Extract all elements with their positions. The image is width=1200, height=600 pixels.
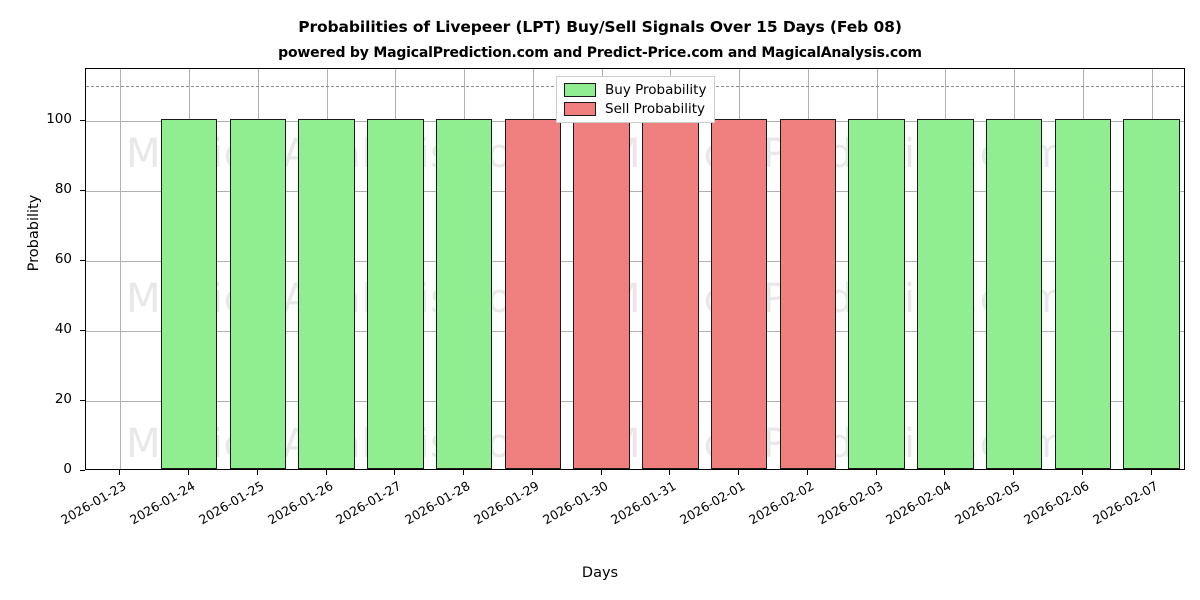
y-axis-tick-label: 20	[54, 391, 72, 408]
gridline-horizontal	[86, 261, 1184, 263]
gridline-horizontal	[86, 401, 1184, 403]
bar-buy	[848, 119, 905, 469]
y-axis-label: Probability	[26, 194, 42, 272]
bar-sell	[710, 119, 768, 469]
y-axis-tick	[80, 190, 85, 192]
chart-subtitle: powered by MagicalPrediction.com and Pre…	[278, 45, 922, 61]
legend-item: Sell Probability	[564, 101, 706, 117]
bar-sell	[642, 119, 699, 469]
bar-sell	[504, 119, 562, 469]
x-axis-tick	[1013, 470, 1015, 475]
x-axis-tick	[256, 470, 258, 475]
x-axis-tick	[119, 470, 121, 475]
y-axis-tick-label: 40	[54, 321, 72, 338]
bar-buy	[160, 119, 218, 469]
bar-buy	[1054, 119, 1112, 469]
x-axis-tick	[325, 470, 327, 475]
x-axis-tick	[188, 470, 190, 475]
y-axis-tick	[80, 260, 85, 262]
bar-buy	[985, 119, 1043, 469]
legend-item-label: Buy Probability	[605, 82, 707, 98]
legend-item: Buy Probability	[564, 82, 706, 98]
x-axis-tick	[669, 470, 671, 475]
bar-sell	[779, 119, 837, 469]
x-axis-tick	[394, 470, 396, 475]
y-axis-tick	[80, 470, 85, 471]
y-axis-tick-label: 80	[54, 181, 72, 198]
bar-buy	[229, 119, 287, 469]
bar-buy	[298, 119, 355, 469]
bar-sell	[573, 119, 630, 469]
bar-buy	[435, 119, 493, 469]
x-axis-tick	[1150, 470, 1152, 475]
chart-title: Probabilities of Livepeer (LPT) Buy/Sell…	[298, 18, 902, 36]
x-axis-tick	[738, 470, 740, 475]
gridline-horizontal	[86, 191, 1184, 193]
gridline-vertical	[120, 69, 122, 469]
y-axis-tick-label: 100	[46, 111, 72, 128]
y-axis-tick	[80, 330, 85, 332]
y-axis-tick-label: 60	[54, 251, 72, 268]
y-axis-tick	[80, 400, 85, 402]
x-axis-tick	[944, 470, 946, 475]
gridline-horizontal	[86, 331, 1184, 333]
legend-swatch-icon	[564, 102, 596, 116]
legend-swatch-icon	[564, 83, 596, 97]
x-axis-tick	[463, 470, 465, 475]
x-axis-tick	[531, 470, 533, 475]
x-axis-tick	[600, 470, 602, 475]
y-axis-tick-label: 0	[63, 461, 72, 477]
y-axis-tick	[80, 120, 85, 122]
x-axis-tick	[1081, 470, 1083, 475]
x-axis-tick	[875, 470, 877, 475]
bar-buy	[1123, 119, 1180, 469]
chart-legend: Buy Probability Sell Probability	[556, 76, 716, 123]
x-axis-label: Days	[581, 565, 619, 581]
bar-buy	[917, 119, 974, 469]
bar-buy	[367, 119, 424, 469]
plot-area: MagicalAnalysis.comMagicalPrediction.com…	[85, 68, 1185, 470]
legend-item-label: Sell Probability	[605, 101, 706, 117]
x-axis-tick	[806, 470, 808, 475]
